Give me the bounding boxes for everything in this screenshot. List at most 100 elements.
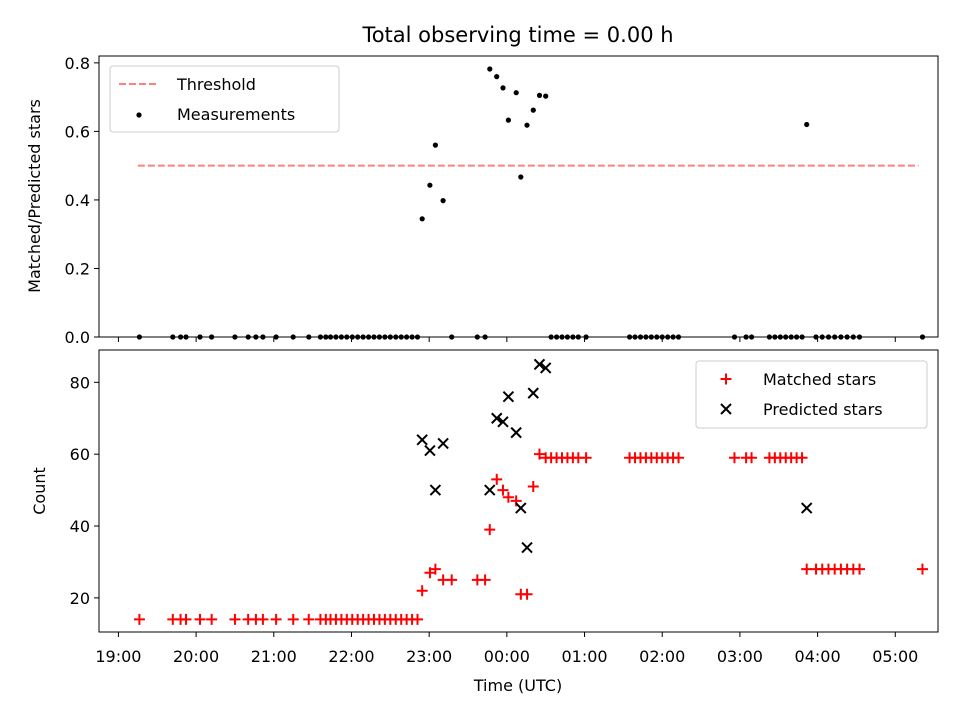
bottom-panel: 20 40 60 80 19:00 20:00 21:00 22:00 23:00 00:00 0… [30,349,939,695]
legend-matched-label: Matched stars [763,370,876,389]
matched-stars-point [491,473,503,485]
bottom-y-tick-label: 60 [70,445,90,464]
legend-threshold-label: Threshold [176,75,256,94]
predicted-stars-point [539,362,552,374]
matched-stars-point [533,448,545,460]
predicted-stars-point [510,426,522,439]
bottom-x-tick-label: 19:00 [95,647,141,666]
legend-predicted-label: Predicted stars [763,400,883,419]
predicted-stars-point [533,358,546,371]
matched-stars-point [497,484,509,496]
legend-matched-swatch [720,373,732,385]
bottom-x-tick-label: 22:00 [328,647,374,666]
predicted-stars-point [497,416,509,428]
matched-stars-point [484,524,496,536]
measurement-point [432,142,438,148]
matched-stars-point [527,481,539,493]
matched-stars-point [270,613,282,625]
matched-stars-point [412,613,424,625]
measurement-point [513,90,519,96]
matched-stars-point [801,563,813,575]
matched-stars-point [416,585,428,597]
predicted-stars-point [515,502,527,514]
bottom-x-tick-label: 01:00 [561,647,607,666]
measurement-point [419,216,425,222]
measurement-point [440,198,446,204]
matched-stars-point [206,613,218,625]
matched-stars-point [133,613,145,625]
bottom-y-tick-label: 20 [70,589,90,608]
top-y-axis-label: Matched/Predicted stars [25,99,44,293]
matched-stars-point [521,588,533,600]
top-x-ticks [117,337,896,342]
predicted-stars-point [491,412,503,424]
top-panel-frame [98,55,939,338]
measurement-point [543,93,549,99]
bottom-x-tick-label: 05:00 [872,647,918,666]
bottom-y-axis-label: Count [30,467,49,515]
matched-stars-point [303,613,315,625]
top-y-ticks: 0.0 0.2 0.4 0.6 0.8 [65,54,99,347]
matched-stars-point [673,452,685,464]
top-legend: Threshold Measurements [109,65,340,133]
matched-stars-point [502,491,514,503]
matched-stars-point [446,574,458,586]
top-y-tick-label: 0.8 [65,54,90,73]
predicted-stars-point [424,444,436,457]
matched-stars-point [479,574,491,586]
bottom-y-ticks: 20 40 60 80 [70,373,99,608]
bottom-legend-box [695,360,928,429]
predicted-stars-point [429,484,442,496]
bottom-panel-marks [133,358,928,625]
measurement-point [536,92,543,98]
matched-stars-point [287,613,299,625]
bottom-x-ticks: 19:00 20:00 21:00 22:00 23:00 00:00 01:00 02:00… [95,632,918,666]
top-y-tick-label: 0.6 [65,122,90,141]
predicted-stars-point [484,484,496,496]
measurement-point [530,107,536,113]
matched-stars-point [229,613,241,625]
measurement-point [804,121,810,128]
matched-stars-point [746,452,758,464]
matched-stars-point [257,613,269,625]
predicted-stars-point [416,434,428,446]
top-legend-box [109,65,340,133]
matched-stars-point [796,452,808,464]
top-y-tick-label: 0.0 [65,328,90,347]
bottom-x-tick-label: 02:00 [639,647,685,666]
bottom-x-tick-label: 20:00 [173,647,219,666]
bottom-x-tick-label: 04:00 [795,647,841,666]
top-y-tick-label: 0.2 [65,259,90,278]
measurement-point [427,182,433,188]
bottom-x-axis-label: Time (UTC) [473,676,562,695]
legend-predicted-swatch [720,403,732,415]
measurement-point [505,117,511,123]
bottom-legend: Matched stars Predicted stars [695,360,928,429]
bottom-x-tick-label: 23:00 [406,647,452,666]
bottom-x-tick-label: 03:00 [717,647,763,666]
legend-measurements-label: Measurements [177,105,295,124]
predicted-stars-point [502,390,515,403]
predicted-stars-point [521,541,533,554]
matched-stars-point [429,563,441,575]
measurement-point [500,85,506,91]
bottom-y-tick-label: 80 [70,373,90,392]
top-y-tick-label: 0.4 [65,191,90,210]
predicted-stars-point [801,502,813,514]
bottom-y-tick-label: 40 [70,517,90,536]
bottom-panel-frame [98,349,939,633]
matched-stars-point [194,613,206,625]
matched-stars-point [580,452,592,464]
matched-stars-point [854,563,866,575]
measurement-point [494,74,500,80]
figure-title: Total observing time = 0.00 h [361,23,673,47]
top-panel: 0.00.20.40.60.8 Matched/Predicted stars … [25,54,939,347]
matched-stars-point [728,452,740,464]
matched-stars-point [916,563,928,575]
bottom-x-tick-label: 00:00 [484,647,530,666]
predicted-stars-point [527,387,539,399]
measurement-point [524,122,530,128]
bottom-x-tick-label: 21:00 [251,647,297,666]
legend-measurements-swatch [136,112,142,118]
